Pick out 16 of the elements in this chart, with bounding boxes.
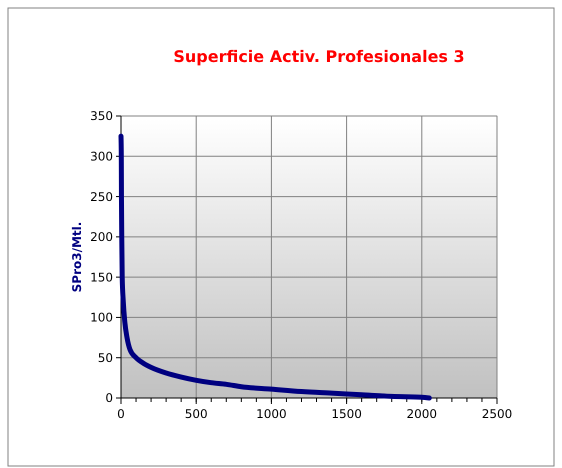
- y-tick-label: 150: [90, 270, 113, 284]
- y-tick-label: 350: [90, 109, 113, 124]
- y-tick-label: 50: [98, 350, 113, 365]
- x-tick-label: 2500: [482, 407, 512, 421]
- y-tick-label: 0: [105, 391, 113, 406]
- y-tick-label: 300: [90, 149, 113, 164]
- chart-title: Superficie Activ. Profesionales 3: [173, 47, 465, 66]
- x-tick-label: 2000: [406, 407, 438, 421]
- x-tick-label: 0: [117, 407, 125, 421]
- y-tick-label: 100: [90, 310, 113, 325]
- y-axis-title: SPro3/Mtl.: [70, 222, 84, 292]
- y-tick-label: 200: [90, 230, 113, 244]
- x-tick-label: 500: [184, 407, 208, 421]
- y-tick-label: 250: [90, 190, 113, 204]
- x-tick-label: 1500: [331, 407, 362, 421]
- x-tick-label: 1000: [256, 407, 287, 421]
